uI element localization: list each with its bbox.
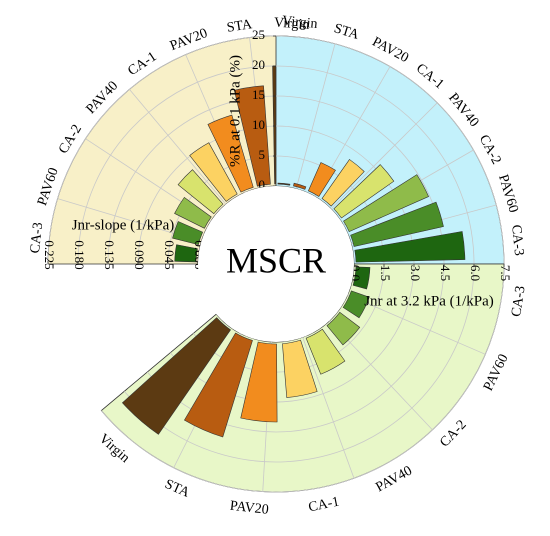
jnr32-bar-ca-1 [282,339,318,398]
jnr32-tick-label: 3.0 [408,265,423,281]
jnr32-category-ca-3: CA-3 [509,285,529,318]
jnr32-bar-ca-3 [352,266,371,290]
jnr32-category-pav40: PAV40 [374,463,415,495]
recovery-category-pav60: PAV60 [495,173,521,215]
recovery-bar-pav40 [333,164,395,219]
jnr-slope-bar-ca-2 [174,196,212,229]
recovery-tick-label: 25 [252,27,265,42]
jnr-slope-tick-label: 0.045 [162,240,177,269]
recovery-bar-ca-3 [354,231,466,263]
recovery-tick-label: 20 [252,57,265,72]
jnr32-bar-pav40 [305,328,346,375]
jnr-slope-bar-sta [233,85,271,187]
jnr32-axis-label: Jnr at 3.2 kPa (1/kPa) [364,293,494,309]
jnr32-category-sta: STA [162,477,192,501]
jnr32-tick-label: 4.5 [438,265,453,281]
jnr-slope-axis-label: Jnr-slope (1/kPa) [72,217,175,233]
jnr32-tick-label: 6.0 [468,265,483,281]
jnr-slope-grid-ring [47,35,316,265]
jnr-slope-category-virgin: Virgin [274,16,310,33]
jnr-slope-tick-label: 0.135 [102,240,117,269]
recovery-axis-label: %R at 0.1 kPa (%) [227,55,243,167]
jnr32-category-pav20: PAV20 [229,499,269,518]
jnr-slope-tick-label: 0.090 [132,240,147,269]
chart-title: MSCR [226,240,326,280]
chart-panels: 0.2250.1800.1350.0900.0450.000Jnr-slope … [28,14,529,518]
center-hub [198,186,354,342]
recovery-grid-spoke [330,102,438,210]
jnr32-bar-pav60 [342,290,370,319]
recovery-bar-pav20 [307,162,336,197]
jnr-slope-tick-label: 0.180 [72,240,87,269]
recovery-bar-ca-1 [321,159,365,207]
recovery-category-virgin: Virgin [281,14,318,32]
jnr32-bar-pav20 [240,341,278,423]
jnr32-category-ca-2: CA-2 [437,417,469,450]
jnr32-tick-label: 1.5 [378,265,393,281]
recovery-bar-sta [293,182,307,190]
recovery-category-sta: STA [332,21,361,43]
jnr-slope-bar-ca-3 [174,244,198,263]
jnr32-grid-spoke [347,294,486,355]
jnr32-tick-label: 7.5 [498,265,513,281]
jnr-slope-category-ca-3: CA-3 [28,222,46,255]
jnr-slope-tick-label: 0.225 [42,240,57,269]
recovery-tick-label: 10 [252,117,265,132]
jnr32-bar-ca-2 [326,311,361,346]
jnr-slope-bar-pav60 [172,221,204,246]
recovery-grid-spoke [295,43,336,189]
jnr-slope-bar-ca-1 [189,142,238,202]
recovery-bar-ca-2 [343,174,429,233]
jnr32-category-ca-1: CA-1 [307,495,340,516]
jnr-slope-bar-pav40 [177,169,224,215]
recovery-category-ca-3: CA-3 [508,224,526,256]
recovery-tick-label: 0 [259,177,266,192]
recovery-tick-label: 5 [259,147,266,162]
recovery-tick-label: 15 [252,87,265,102]
jnr32-bar-sta [183,332,253,438]
jnr32-grid-spoke [302,337,355,479]
jnr-slope-bar-pav20 [207,114,254,193]
jnr32-category-pav60: PAV60 [481,352,512,394]
jnr-slope-category-sta: STA [226,17,254,36]
jnr32-bar-virgin [121,317,231,435]
recovery-bar-virgin [277,182,291,186]
recovery-bar-pav60 [350,201,444,247]
jnr-slope-grid-spoke [129,89,227,205]
